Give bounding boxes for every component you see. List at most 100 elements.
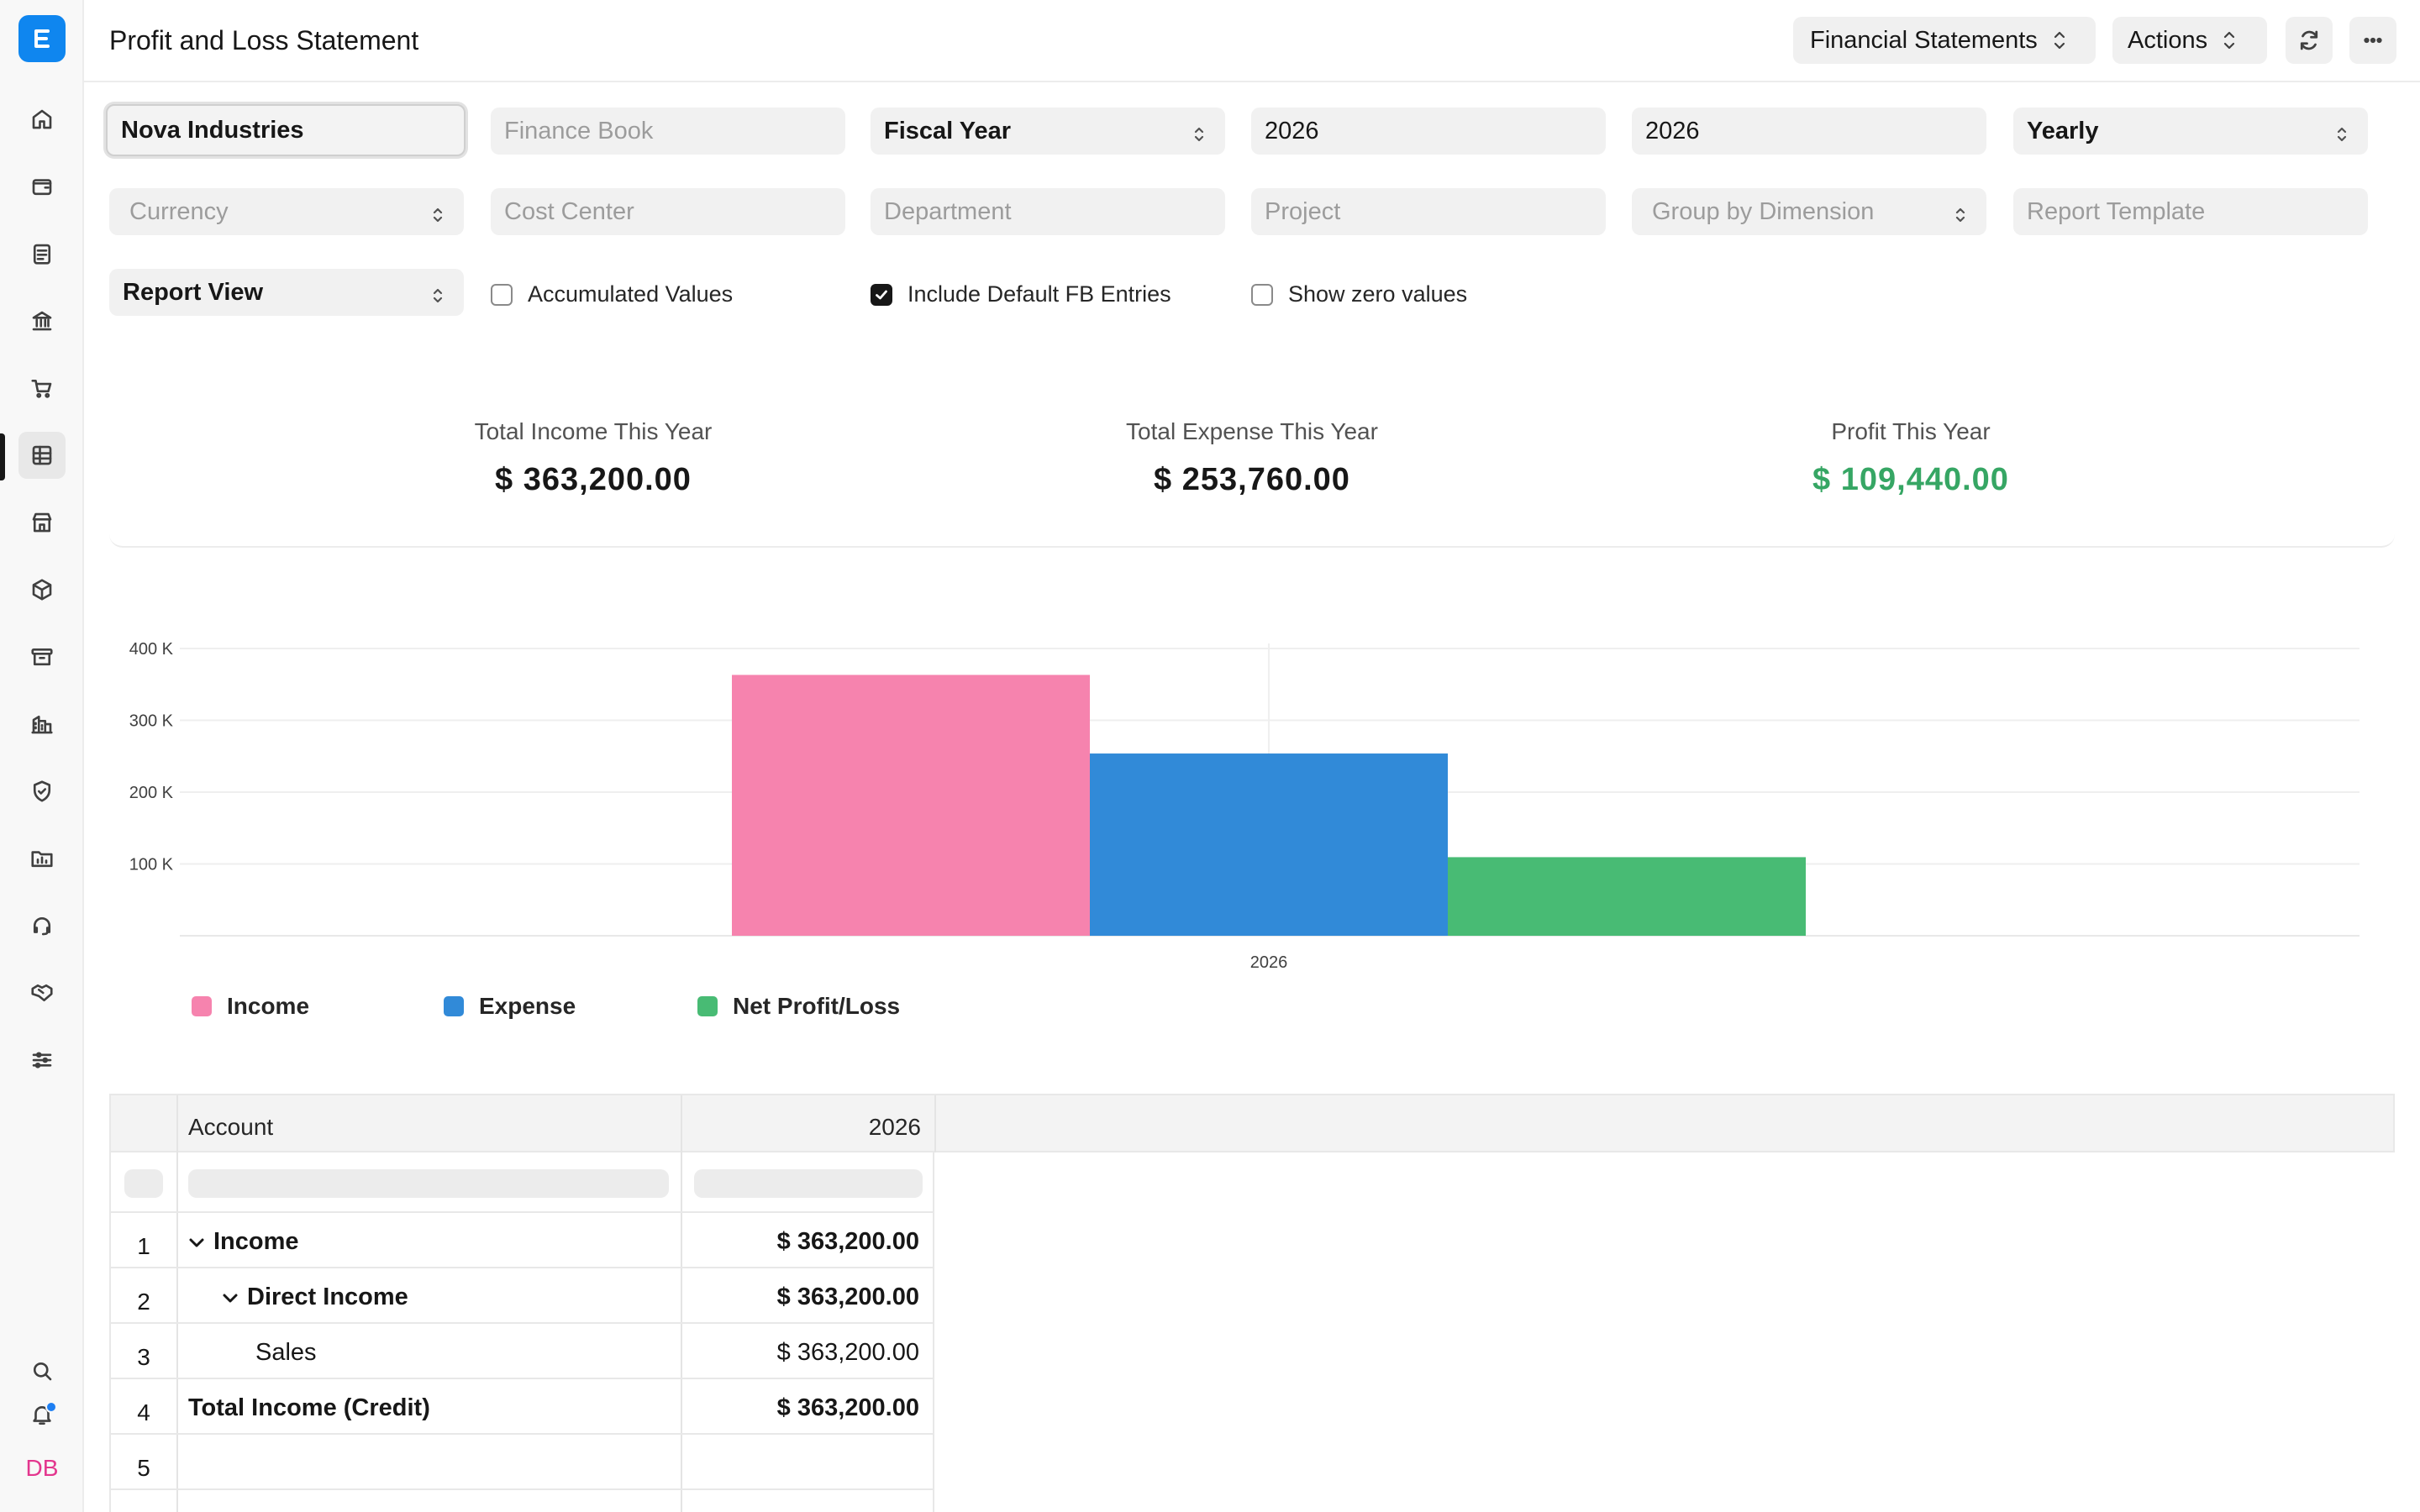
column-divider [681, 1324, 682, 1378]
sidebar-item-banking[interactable] [18, 297, 66, 344]
checkbox-box[interactable] [1251, 283, 1273, 306]
profit-loss-chart: 100 K 200 K 300 K 400 K 2026 [109, 613, 2378, 1050]
column-divider [176, 1490, 178, 1512]
actions-button[interactable]: Actions [2112, 17, 2267, 64]
bar-net-profit-loss [1448, 857, 1806, 936]
sidebar-item-accounting[interactable] [18, 163, 66, 210]
account-filter-input[interactable] [188, 1169, 669, 1198]
amount-cell: $ 363,200.00 [776, 1394, 919, 1421]
column-divider [681, 1435, 682, 1488]
summary-cards: Total Income This Year $ 363,200.00 Tota… [109, 370, 2395, 548]
sidebar-item-quality[interactable] [18, 768, 66, 815]
sidebar-item-crm[interactable] [18, 969, 66, 1016]
sidebar-item-home[interactable] [18, 96, 66, 143]
app-logo-icon [34, 29, 50, 48]
legend-expense[interactable]: Expense [444, 993, 576, 1020]
sidebar-item-reports[interactable] [18, 432, 66, 479]
period-basis-select[interactable]: Fiscal Year [871, 108, 1225, 155]
headset-icon [33, 916, 51, 936]
shield-icon [33, 780, 51, 802]
column-header-account[interactable]: Account [188, 1114, 274, 1140]
sidebar-item-projects[interactable] [18, 835, 66, 882]
row-number: 3 [137, 1344, 150, 1370]
account-cell[interactable]: Direct Income [222, 1284, 408, 1311]
accumulated-values-label: Accumulated Values [528, 281, 734, 307]
report-type-select[interactable]: Financial Statements [1793, 17, 2096, 64]
table-row-partial[interactable] [109, 1490, 934, 1512]
accumulated-values-checkbox[interactable]: Accumulated Values [491, 281, 733, 307]
column-divider [681, 1152, 682, 1211]
select-arrows-icon [433, 288, 443, 303]
search-button[interactable] [18, 1347, 66, 1394]
legend-net-profit[interactable]: Net Profit/Loss [697, 993, 900, 1020]
archive-icon [31, 648, 53, 666]
building-icon [31, 715, 53, 734]
table-row[interactable]: 2 Direct Income $ 363,200.00 [109, 1268, 934, 1324]
include-default-fb-checkbox[interactable]: Include Default FB Entries [871, 281, 1171, 307]
legend-expense-label: Expense [479, 993, 576, 1019]
chevron-down-icon[interactable] [188, 1237, 205, 1249]
account-cell[interactable]: Income [188, 1228, 299, 1256]
report-view-select[interactable]: Report View [109, 269, 464, 316]
notifications-button[interactable] [18, 1391, 66, 1438]
report-type-label: Financial Statements [1810, 26, 2038, 54]
avatar[interactable]: DB [25, 1455, 59, 1481]
currency-select[interactable]: Currency [109, 188, 464, 235]
more-button[interactable] [2349, 17, 2396, 64]
checkbox-box[interactable] [871, 283, 892, 306]
bar-expense [1090, 753, 1448, 936]
legend-income[interactable]: Income [192, 993, 309, 1020]
legend-income-label: Income [227, 993, 310, 1019]
show-zero-values-checkbox[interactable]: Show zero values [1251, 281, 1467, 307]
table-row[interactable]: 4 Total Income (Credit) $ 363,200.00 [109, 1379, 934, 1435]
checkbox-box[interactable] [491, 283, 513, 306]
cost-center-field[interactable]: Cost Center [491, 188, 845, 235]
amount-filter-input[interactable] [694, 1169, 923, 1198]
company-field[interactable]: Nova Industries [106, 104, 466, 156]
column-header-2026[interactable]: 2026 [868, 1114, 921, 1140]
row-number: 5 [137, 1455, 150, 1481]
column-divider [176, 1268, 178, 1322]
report-template-field[interactable]: Report Template [2013, 188, 2368, 235]
y-tick-label: 400 K [129, 640, 174, 659]
select-arrows-icon [2337, 127, 2347, 142]
department-field[interactable]: Department [871, 188, 1225, 235]
document-icon [33, 244, 51, 265]
sidebar-item-invoices[interactable] [18, 230, 66, 277]
column-divider [176, 1379, 178, 1433]
profit-summary-value: $ 109,440.00 [1812, 462, 2009, 497]
app-logo[interactable] [18, 15, 66, 62]
sidebar-item-settings[interactable] [18, 1037, 66, 1084]
account-cell[interactable]: Sales [255, 1339, 317, 1367]
row-filter-pill[interactable] [124, 1169, 163, 1198]
refresh-button[interactable] [2286, 17, 2333, 64]
column-divider [176, 1435, 178, 1488]
account-cell[interactable]: Total Income (Credit) [188, 1394, 430, 1422]
bar-income [732, 675, 1090, 936]
table-row[interactable]: 5 [109, 1435, 934, 1490]
sidebar-item-selling[interactable] [18, 499, 66, 546]
column-divider [176, 1095, 178, 1152]
row-number: 4 [137, 1399, 150, 1425]
notification-dot [45, 1401, 57, 1413]
periodicity-select[interactable]: Yearly [2013, 108, 2368, 155]
income-summary: Total Income This Year $ 363,200.00 [383, 418, 803, 498]
currency-placeholder: Currency [129, 197, 229, 225]
finance-book-field[interactable]: Finance Book [491, 108, 845, 155]
to-fiscal-year-field[interactable]: 2026 [1632, 108, 1986, 155]
refresh-icon [2300, 30, 2318, 50]
store-icon [32, 512, 52, 533]
sidebar-item-assets[interactable] [18, 633, 66, 680]
select-arrows-icon [433, 207, 443, 223]
legend-net-profit-label: Net Profit/Loss [733, 993, 901, 1019]
sidebar-item-buying[interactable] [18, 365, 66, 412]
project-field[interactable]: Project [1251, 188, 1606, 235]
chevron-down-icon[interactable] [222, 1293, 239, 1305]
table-row[interactable]: 1 Income $ 363,200.00 [109, 1213, 934, 1268]
group-by-dimension-select[interactable]: Group by Dimension [1632, 188, 1986, 235]
sidebar-item-support[interactable] [18, 902, 66, 949]
from-fiscal-year-field[interactable]: 2026 [1251, 108, 1606, 155]
sidebar-item-stock[interactable] [18, 566, 66, 613]
table-row[interactable]: 3 Sales $ 363,200.00 [109, 1324, 934, 1379]
sidebar-item-manufacturing[interactable] [18, 701, 66, 748]
